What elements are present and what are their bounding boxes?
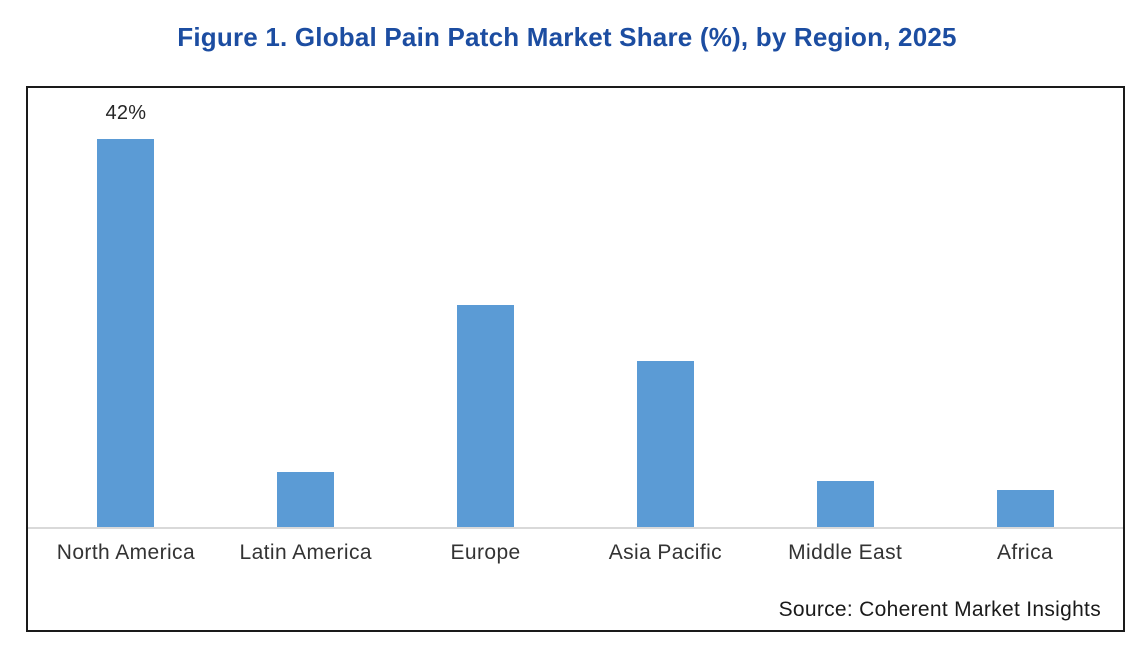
bar-column-asia-pacific [575,88,755,527]
bar-north-america [97,139,155,527]
x-axis-label-north-america: North America [56,541,196,564]
x-axis-label-asia-pacific: Asia Pacific [608,541,723,564]
source-credit: Source: Coherent Market Insights [778,598,1101,621]
x-axis-label-latin-america: Latin America [239,541,372,564]
plot-area: 42% [28,88,1123,527]
bar-middle-east [816,481,874,527]
bar-asia-pacific [636,361,694,527]
bar-column-africa [935,88,1115,527]
bar-column-north-america: 42% [36,88,216,527]
bar-column-latin-america [216,88,396,527]
data-label-north-america: 42% [105,102,147,124]
bar-europe [457,305,515,527]
bar-column-middle-east [755,88,935,527]
bar-column-europe [396,88,576,527]
x-axis-label-middle-east: Middle East [788,541,903,564]
x-axis-label-europe: Europe [450,541,521,564]
x-axis-line [28,527,1123,529]
figure-title: Figure 1. Global Pain Patch Market Share… [177,22,957,52]
x-axis-labels: North America Latin America Europe Asia Pac… [28,541,1123,565]
x-axis-label-africa: Africa [997,541,1054,564]
chart-frame: 42% North America Latin America Europe Asia… [26,86,1125,632]
bar-latin-america [277,472,335,527]
bar-africa [996,490,1054,527]
